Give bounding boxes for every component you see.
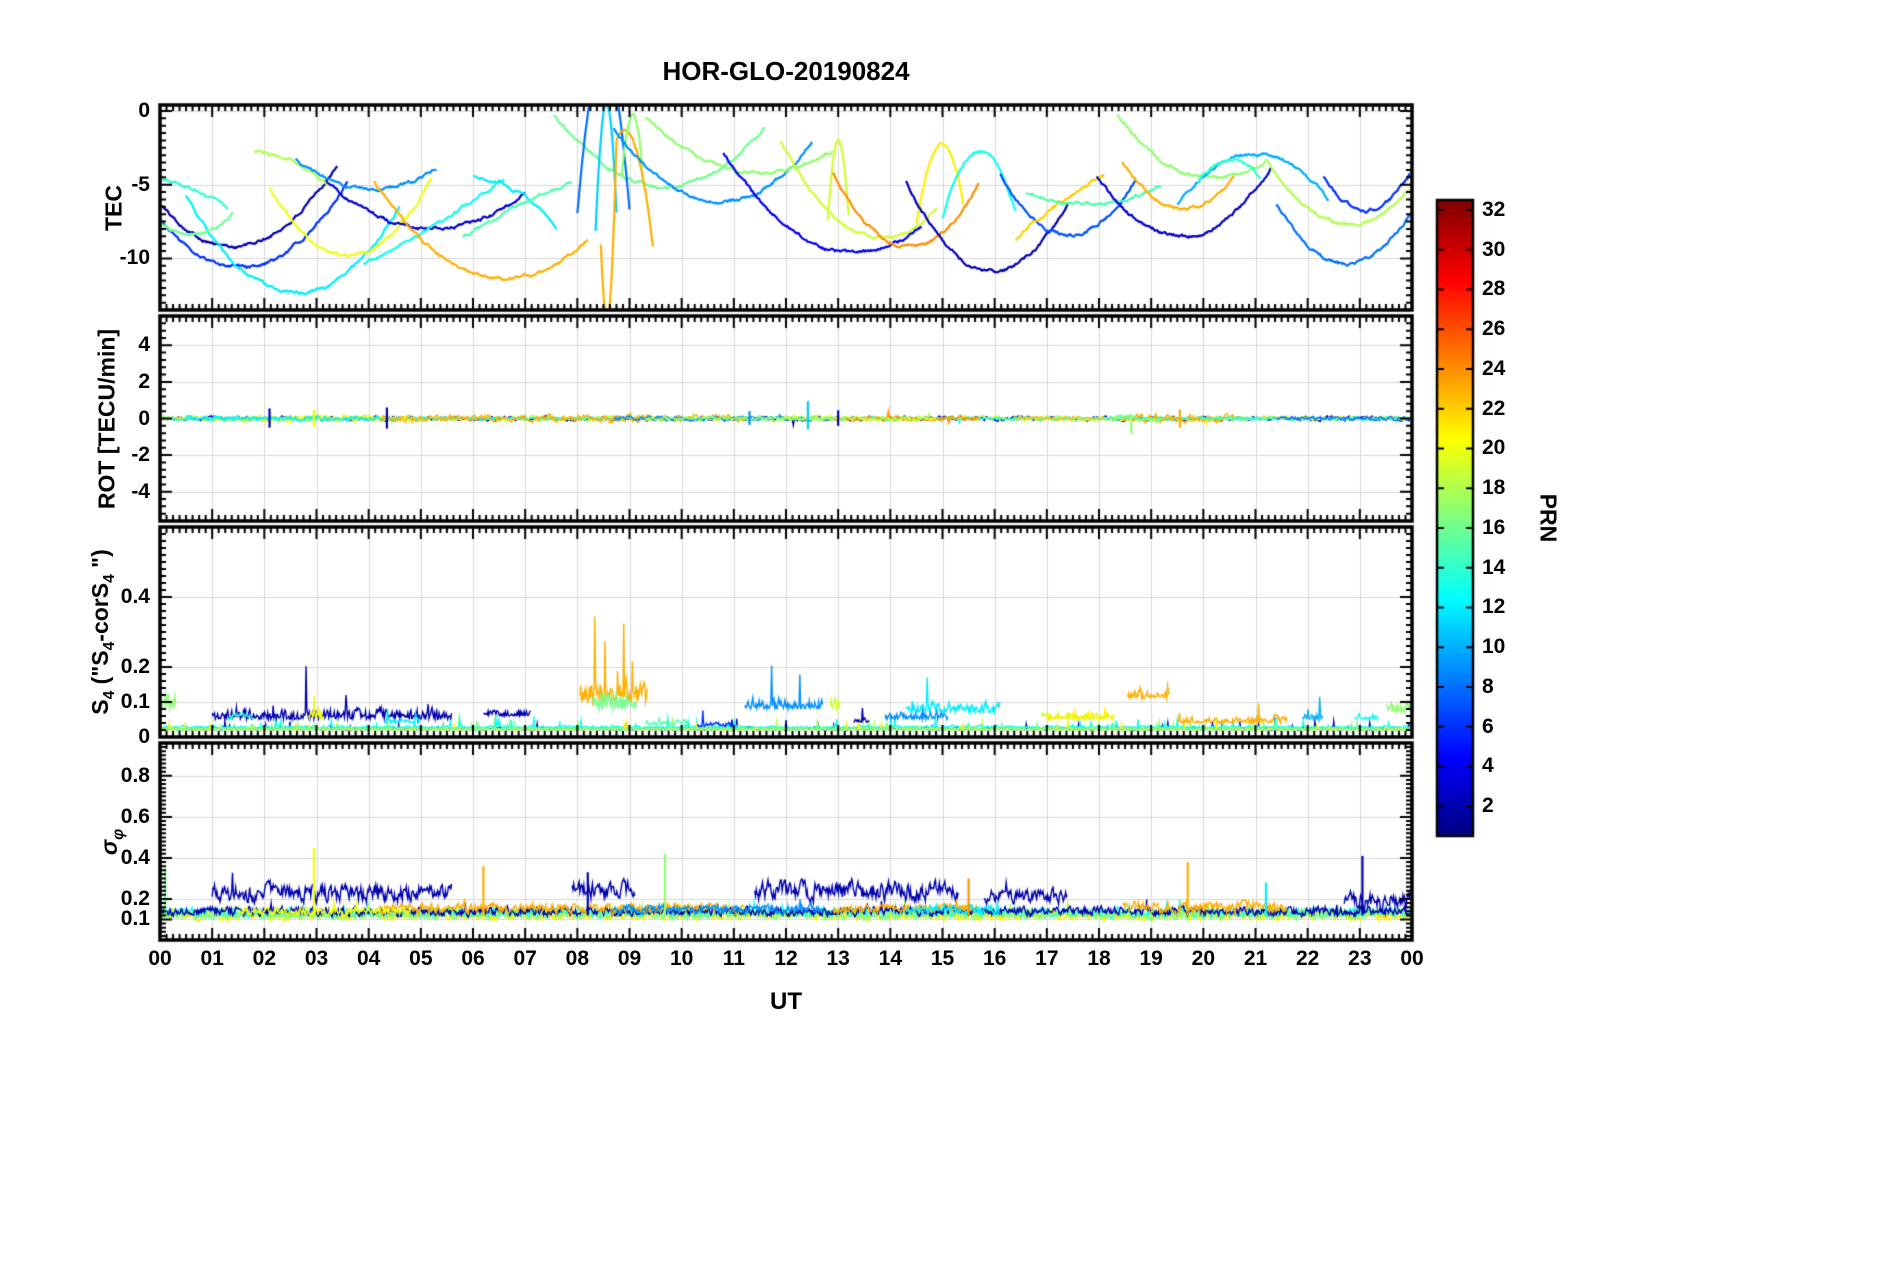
x-tick-label: 05 — [409, 947, 433, 970]
colorbar-tick-label: 32 — [1482, 197, 1506, 221]
colorbar-tick-label: 6 — [1482, 714, 1494, 738]
colorbar-tick-label: 20 — [1482, 436, 1506, 460]
y-tick-label: 0.4 — [120, 585, 150, 608]
colorbar-label: PRN — [1535, 493, 1562, 543]
colorbar-tick-label: 10 — [1482, 635, 1506, 659]
y-axis-label-part: ") — [87, 549, 114, 575]
y-axis-label-part: φ — [109, 828, 127, 840]
y-tick-label: -5 — [131, 172, 150, 196]
colorbar-tick-label: 24 — [1482, 356, 1506, 380]
colorbar-tick-label: 4 — [1482, 754, 1494, 778]
x-tick-label: 06 — [461, 947, 485, 970]
x-tick-label: 00 — [148, 947, 172, 970]
x-tick-label: 18 — [1087, 947, 1111, 970]
y-tick-label: 0.1 — [120, 907, 150, 931]
x-tick-label: 04 — [356, 947, 381, 970]
x-tick-label: 10 — [669, 947, 694, 970]
x-tick-label: 08 — [565, 947, 589, 970]
x-tick-label: 02 — [252, 947, 276, 970]
colorbar-tick-label: 12 — [1482, 595, 1506, 619]
y-tick-label: 0.2 — [120, 886, 150, 910]
chart-title: HOR-GLO-20190824 — [662, 56, 910, 86]
y-axis-label-part: 4 — [100, 574, 118, 583]
y-tick-label: 0.6 — [120, 804, 150, 828]
colorbar-tick-label: 30 — [1482, 237, 1506, 261]
x-tick-label: 21 — [1243, 947, 1268, 970]
y-tick-label: 0.1 — [120, 690, 150, 713]
x-tick-label: 15 — [930, 947, 955, 970]
y-tick-label: 0 — [138, 725, 150, 748]
x-axis-label: UT — [770, 988, 802, 1015]
colorbar-tick-label: 18 — [1482, 476, 1506, 500]
x-tick-label: 19 — [1139, 947, 1163, 970]
y-tick-label: 0.4 — [120, 845, 150, 869]
colorbar-tick-label: 16 — [1482, 515, 1506, 539]
x-tick-label: 12 — [774, 947, 798, 970]
colorbar-tick-label: 26 — [1482, 317, 1506, 341]
colorbar-tick-label: 2 — [1482, 794, 1494, 818]
x-tick-label: 03 — [304, 947, 329, 970]
x-tick-label: 09 — [617, 947, 642, 970]
x-tick-label: 22 — [1295, 947, 1320, 970]
x-tick-label: 11 — [722, 947, 745, 970]
x-tick-label: 14 — [878, 947, 902, 970]
x-tick-label: 13 — [826, 947, 850, 970]
colorbar-tick-label: 14 — [1482, 555, 1506, 579]
x-tick-label: 07 — [513, 947, 537, 970]
x-tick-label: 20 — [1191, 947, 1215, 970]
y-axis-label-part: 4 — [100, 641, 118, 651]
y-tick-label: -4 — [131, 479, 150, 503]
x-tick-label: 23 — [1348, 947, 1372, 970]
y-tick-label: -2 — [131, 443, 150, 467]
colorbar-tick-label: 28 — [1482, 277, 1506, 301]
y-tick-label: 0 — [138, 98, 150, 122]
y-tick-label: 0.8 — [120, 763, 150, 787]
y-tick-label: 4 — [138, 333, 150, 357]
y-tick-label: -10 — [119, 246, 150, 270]
y-tick-label: 0 — [138, 406, 150, 430]
x-tick-label: 17 — [1035, 947, 1059, 970]
x-tick-label: 16 — [982, 947, 1007, 970]
colorbar-tick-label: 22 — [1482, 396, 1506, 420]
x-tick-label: 00 — [1400, 947, 1424, 970]
x-tick-label: 01 — [200, 947, 224, 970]
colorbar-tick-label: 8 — [1482, 674, 1494, 698]
y-tick-label: 0.2 — [120, 655, 150, 678]
y-tick-label: 2 — [138, 369, 150, 393]
